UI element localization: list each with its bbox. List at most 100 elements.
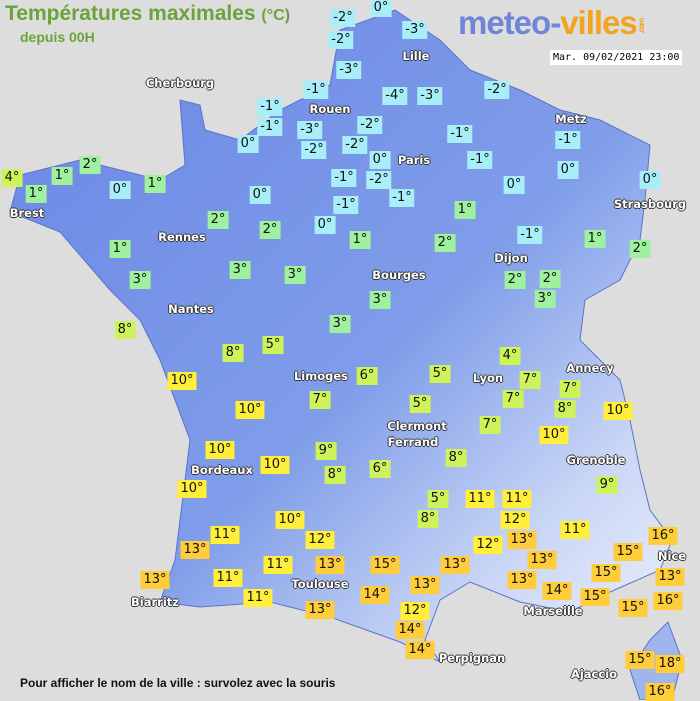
temperature-label[interactable]: 0° <box>557 161 579 179</box>
temperature-label[interactable]: 4° <box>499 347 521 365</box>
temperature-label[interactable]: 15° <box>591 564 621 582</box>
temperature-label[interactable]: 13° <box>315 556 345 574</box>
temperature-label[interactable]: 9° <box>596 476 618 494</box>
temperature-label[interactable]: 14° <box>405 641 435 659</box>
temperature-label[interactable]: 0° <box>314 216 336 234</box>
temperature-label[interactable]: -1° <box>389 189 415 207</box>
temperature-label[interactable]: 3° <box>329 315 351 333</box>
temperature-label[interactable]: 8° <box>417 510 439 528</box>
temperature-label[interactable]: 7° <box>309 391 331 409</box>
temperature-label[interactable]: 16° <box>645 683 675 701</box>
temperature-label[interactable]: 0° <box>639 171 661 189</box>
temperature-label[interactable]: 13° <box>140 571 170 589</box>
temperature-label[interactable]: 2° <box>504 271 526 289</box>
temperature-label[interactable]: 8° <box>445 449 467 467</box>
temperature-label[interactable]: 12° <box>500 511 530 529</box>
temperature-label[interactable]: 10° <box>177 480 207 498</box>
temperature-label[interactable]: -3° <box>402 21 428 39</box>
temperature-label[interactable]: 1° <box>584 230 606 248</box>
temperature-label[interactable]: 10° <box>260 456 290 474</box>
temperature-label[interactable]: 1° <box>25 185 47 203</box>
temperature-label[interactable]: 1° <box>51 167 73 185</box>
temperature-label[interactable]: 3° <box>369 291 391 309</box>
temperature-label[interactable]: 5° <box>427 490 449 508</box>
temperature-label[interactable]: 11° <box>213 569 243 587</box>
temperature-label[interactable]: 0° <box>109 181 131 199</box>
temperature-label[interactable]: -2° <box>301 141 327 159</box>
temperature-label[interactable]: 8° <box>222 344 244 362</box>
temperature-label[interactable]: 8° <box>324 466 346 484</box>
temperature-label[interactable]: 0° <box>503 176 525 194</box>
temperature-label[interactable]: 3° <box>129 271 151 289</box>
temperature-label[interactable]: 0° <box>370 0 392 17</box>
temperature-label[interactable]: 2° <box>434 234 456 252</box>
temperature-label[interactable]: 1° <box>109 240 131 258</box>
temperature-label[interactable]: -1° <box>257 98 283 116</box>
meteo-villes-logo[interactable]: meteo-villes.com <box>458 4 646 41</box>
temperature-label[interactable]: 9° <box>315 442 337 460</box>
temperature-label[interactable]: 1° <box>454 201 476 219</box>
temperature-label[interactable]: -1° <box>447 125 473 143</box>
temperature-label[interactable]: 16° <box>653 592 683 610</box>
temperature-label[interactable]: 13° <box>655 568 685 586</box>
temperature-label[interactable]: 2° <box>539 270 561 288</box>
temperature-label[interactable]: 5° <box>262 336 284 354</box>
temperature-label[interactable]: 14° <box>395 621 425 639</box>
temperature-label[interactable]: 10° <box>235 401 265 419</box>
temperature-label[interactable]: -3° <box>417 87 443 105</box>
temperature-label[interactable]: 0° <box>249 186 271 204</box>
temperature-label[interactable]: 15° <box>618 599 648 617</box>
temperature-label[interactable]: 5° <box>429 365 451 383</box>
temperature-label[interactable]: 12° <box>305 531 335 549</box>
temperature-label[interactable]: 7° <box>519 371 541 389</box>
temperature-label[interactable]: 15° <box>370 556 400 574</box>
temperature-label[interactable]: 2° <box>79 156 101 174</box>
temperature-label[interactable]: -2° <box>330 9 356 27</box>
temperature-label[interactable]: 1° <box>349 231 371 249</box>
temperature-label[interactable]: 8° <box>114 321 136 339</box>
temperature-label[interactable]: 5° <box>409 395 431 413</box>
temperature-label[interactable]: -2° <box>357 116 383 134</box>
temperature-label[interactable]: 10° <box>205 441 235 459</box>
temperature-label[interactable]: -1° <box>555 131 581 149</box>
temperature-label[interactable]: 6° <box>369 460 391 478</box>
temperature-label[interactable]: -1° <box>257 118 283 136</box>
temperature-label[interactable]: 11° <box>263 556 293 574</box>
temperature-label[interactable]: -4° <box>382 87 408 105</box>
temperature-label[interactable]: -2° <box>328 31 354 49</box>
temperature-label[interactable]: 11° <box>560 521 590 539</box>
temperature-label[interactable]: -2° <box>484 81 510 99</box>
temperature-label[interactable]: 13° <box>527 551 557 569</box>
temperature-label[interactable]: 11° <box>243 589 273 607</box>
temperature-label[interactable]: 2° <box>207 211 229 229</box>
temperature-label[interactable]: 13° <box>305 601 335 619</box>
temperature-label[interactable]: 13° <box>410 576 440 594</box>
temperature-label[interactable]: 13° <box>507 531 537 549</box>
temperature-label[interactable]: 8° <box>554 400 576 418</box>
temperature-label[interactable]: 11° <box>465 490 495 508</box>
temperature-label[interactable]: 13° <box>180 541 210 559</box>
temperature-label[interactable]: -1° <box>517 226 543 244</box>
temperature-label[interactable]: 7° <box>479 416 501 434</box>
temperature-label[interactable]: 10° <box>167 372 197 390</box>
temperature-label[interactable]: -1° <box>303 81 329 99</box>
temperature-label[interactable]: 6° <box>356 367 378 385</box>
temperature-label[interactable]: 13° <box>440 556 470 574</box>
temperature-label[interactable]: -3° <box>297 121 323 139</box>
temperature-label[interactable]: 2° <box>629 240 651 258</box>
temperature-label[interactable]: 3° <box>284 266 306 284</box>
temperature-label[interactable]: 10° <box>603 402 633 420</box>
temperature-label[interactable]: 2° <box>259 221 281 239</box>
temperature-label[interactable]: 12° <box>473 536 503 554</box>
temperature-label[interactable]: -1° <box>331 169 357 187</box>
temperature-label[interactable]: 3° <box>229 261 251 279</box>
temperature-label[interactable]: 14° <box>542 582 572 600</box>
temperature-label[interactable]: 0° <box>369 151 391 169</box>
temperature-label[interactable]: 0° <box>237 135 259 153</box>
temperature-label[interactable]: 14° <box>360 586 390 604</box>
temperature-label[interactable]: 4° <box>1 169 23 187</box>
temperature-label[interactable]: -1° <box>333 196 359 214</box>
temperature-label[interactable]: -3° <box>336 61 362 79</box>
temperature-label[interactable]: 15° <box>625 651 655 669</box>
temperature-label[interactable]: -1° <box>467 151 493 169</box>
